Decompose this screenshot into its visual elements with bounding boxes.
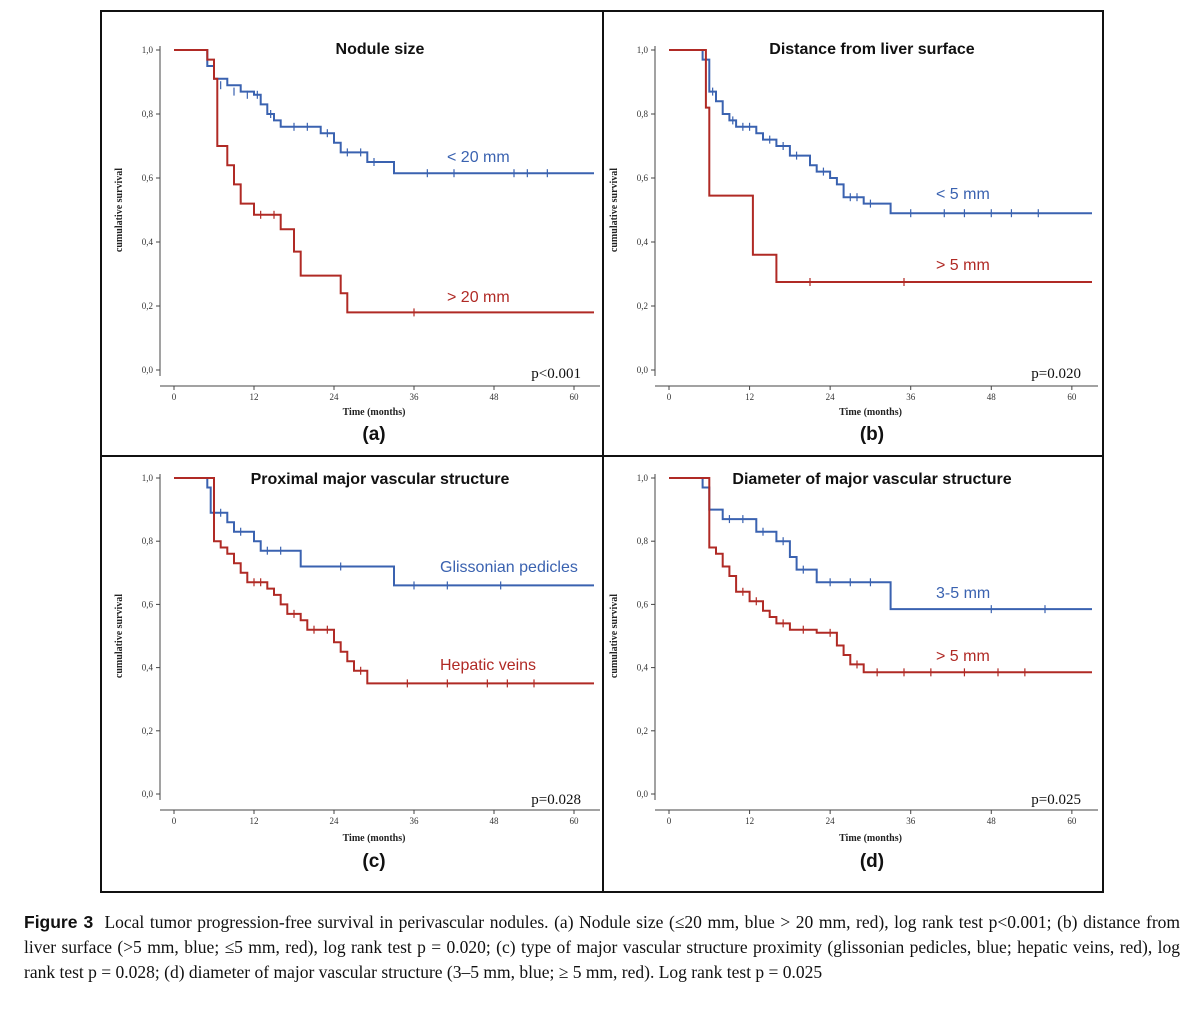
series-line-blue <box>669 477 1092 611</box>
series-label-red: > 5 mm <box>936 257 990 274</box>
x-tick-label: 36 <box>410 816 420 826</box>
x-axis-label: Time (months) <box>839 833 902 844</box>
y-tick-label: 0,4 <box>142 663 154 673</box>
chart-title: Distance from liver surface <box>769 41 975 58</box>
series-label-blue: < 20 mm <box>447 149 510 166</box>
x-tick-label: 60 <box>1067 816 1077 826</box>
y-tick-label: 0,6 <box>637 173 649 183</box>
y-tick-label: 1,0 <box>637 473 649 483</box>
series-line-red <box>669 477 1092 674</box>
series-label-blue: Glissonian pedicles <box>440 559 578 576</box>
p-value-annotation: p=0.025 <box>1031 792 1081 808</box>
chart-title: Proximal major vascular structure <box>251 471 510 488</box>
x-tick-label: 0 <box>172 816 177 826</box>
x-tick-label: 36 <box>906 816 916 826</box>
y-tick-label: 0,4 <box>637 237 649 247</box>
series-label-red: > 5 mm <box>936 648 990 665</box>
panel-label: (c) <box>362 851 385 872</box>
panel-divider-vertical <box>602 12 604 891</box>
chart-b: 0,0 0,2 0,4 0,6 0,8 1,0 0 12 24 36 48 60 Time (month… <box>609 41 1098 445</box>
series-line-red <box>174 477 594 685</box>
series-line-red <box>669 49 1092 283</box>
x-tick-label: 60 <box>570 816 580 826</box>
chart-c: 0,0 0,2 0,4 0,6 0,8 1,0 0 12 24 36 48 60 Time (month… <box>114 471 600 872</box>
y-axis-label: cumulative survival <box>114 594 125 678</box>
x-tick-label: 36 <box>906 392 916 402</box>
chart-title: Nodule size <box>336 41 425 58</box>
y-tick-label: 0,4 <box>637 663 649 673</box>
y-tick-label: 0,2 <box>637 301 648 311</box>
panel-divider-horizontal <box>102 455 1102 457</box>
y-tick-label: 0,6 <box>142 599 154 609</box>
y-tick-label: 0,4 <box>142 237 154 247</box>
x-tick-label: 0 <box>667 816 672 826</box>
y-tick-label: 0,2 <box>142 301 153 311</box>
figure-caption: Figure 3 Local tumor progression-free su… <box>24 910 1180 985</box>
x-axis-label: Time (months) <box>343 407 406 418</box>
x-tick-label: 48 <box>490 816 500 826</box>
panel-label: (b) <box>860 424 884 445</box>
x-tick-label: 48 <box>987 816 997 826</box>
y-axis-label: cumulative survival <box>114 168 125 252</box>
y-tick-label: 1,0 <box>142 473 154 483</box>
series-label-red: > 20 mm <box>447 289 510 306</box>
y-tick-label: 0,0 <box>637 365 649 375</box>
x-tick-label: 24 <box>826 816 836 826</box>
y-tick-label: 1,0 <box>637 45 649 55</box>
p-value-annotation: p=0.028 <box>531 792 581 808</box>
panel-label: (a) <box>362 424 385 445</box>
y-tick-label: 0,2 <box>142 726 153 736</box>
y-tick-label: 0,8 <box>637 109 649 119</box>
x-tick-label: 12 <box>745 392 754 402</box>
series-line-blue <box>174 477 594 587</box>
y-tick-label: 0,0 <box>637 789 649 799</box>
x-tick-label: 12 <box>250 816 259 826</box>
series-line-red <box>174 49 594 314</box>
figure-frame <box>100 10 1104 893</box>
y-tick-label: 0,2 <box>637 726 648 736</box>
x-tick-label: 60 <box>570 392 580 402</box>
y-tick-label: 1,0 <box>142 45 154 55</box>
caption-text: Local tumor progression-free survival in… <box>24 912 1181 982</box>
x-axis-label: Time (months) <box>343 833 406 844</box>
series-line-blue <box>669 49 1092 215</box>
series-label-blue: 3-5 mm <box>936 585 990 602</box>
chart-d: 0,0 0,2 0,4 0,6 0,8 1,0 0 12 24 36 48 60 Time (month… <box>609 471 1098 872</box>
x-axis-label: Time (months) <box>839 407 902 418</box>
y-axis-label: cumulative survival <box>609 168 620 252</box>
chart-title: Diameter of major vascular structure <box>732 471 1011 488</box>
x-tick-label: 60 <box>1067 392 1077 402</box>
y-tick-label: 0,0 <box>142 789 154 799</box>
y-tick-label: 0,8 <box>142 109 154 119</box>
y-tick-label: 0,8 <box>637 536 649 546</box>
panel-label: (d) <box>860 851 884 872</box>
x-tick-label: 24 <box>826 392 836 402</box>
x-tick-label: 0 <box>172 392 177 402</box>
panel-c: 0,0 0,2 0,4 0,6 0,8 1,0 0 12 24 36 48 60 Time (month… <box>102 457 604 891</box>
x-tick-label: 48 <box>987 392 997 402</box>
y-tick-label: 0,8 <box>142 536 154 546</box>
series-label-blue: < 5 mm <box>936 186 990 203</box>
series-line-blue <box>174 49 594 175</box>
y-axis-label: cumulative survival <box>609 594 620 678</box>
y-tick-label: 0,6 <box>142 173 154 183</box>
panel-a: 0,0 0,2 0,4 0,6 0,8 1,0 0 12 24 36 48 60 Time (month… <box>102 12 604 455</box>
chart-a: 0,0 0,2 0,4 0,6 0,8 1,0 0 12 24 36 48 60 Time (month… <box>114 41 600 445</box>
x-tick-label: 0 <box>667 392 672 402</box>
y-tick-label: 0,0 <box>142 365 154 375</box>
p-value-annotation: p=0.020 <box>1031 366 1081 382</box>
series-label-red: Hepatic veins <box>440 657 536 674</box>
x-tick-label: 12 <box>250 392 259 402</box>
p-value-annotation: p<0.001 <box>531 366 581 382</box>
x-tick-label: 12 <box>745 816 754 826</box>
x-tick-label: 36 <box>410 392 420 402</box>
x-tick-label: 48 <box>490 392 500 402</box>
y-tick-label: 0,6 <box>637 599 649 609</box>
x-tick-label: 24 <box>330 816 340 826</box>
caption-label: Figure 3 <box>24 912 94 932</box>
x-tick-label: 24 <box>330 392 340 402</box>
panel-b: 0,0 0,2 0,4 0,6 0,8 1,0 0 12 24 36 48 60 Time (month… <box>604 12 1102 455</box>
panel-d: 0,0 0,2 0,4 0,6 0,8 1,0 0 12 24 36 48 60 Time (month… <box>604 457 1102 891</box>
